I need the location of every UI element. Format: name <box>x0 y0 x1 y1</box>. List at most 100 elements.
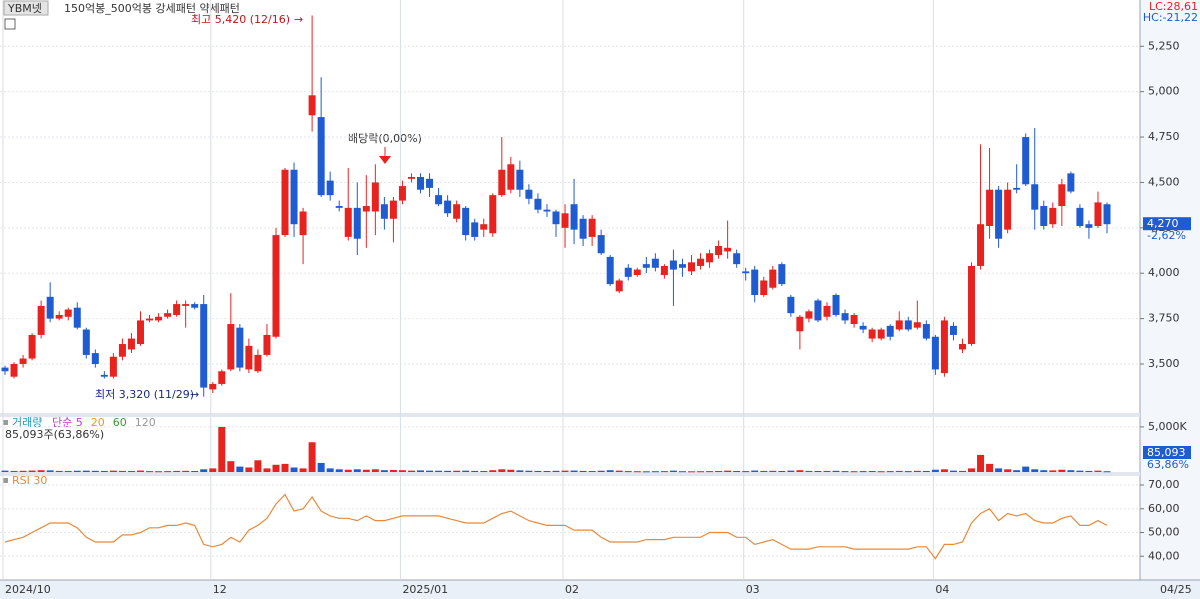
candle-body <box>389 200 397 219</box>
candle-body <box>290 169 298 225</box>
panel-separator <box>0 413 1140 417</box>
candle-body <box>155 316 163 321</box>
candle-body <box>146 318 154 321</box>
candle-body <box>191 304 199 308</box>
candle-body <box>109 356 117 377</box>
volume-bar <box>480 471 488 473</box>
volume-bar <box>245 467 253 472</box>
hc-label: HC:-21,22 <box>1143 11 1198 24</box>
candle-body <box>380 204 388 219</box>
candle-body <box>453 204 461 219</box>
ticker-box[interactable] <box>3 0 49 16</box>
candle-body <box>968 265 976 345</box>
volume-bar <box>426 470 434 472</box>
candle-body <box>209 383 217 390</box>
ma-legend: 60 <box>113 416 127 429</box>
candle-body <box>940 320 948 374</box>
candle-body <box>931 336 939 370</box>
candle-body <box>633 269 641 276</box>
candle-body <box>651 258 659 268</box>
volume-bar <box>841 471 849 473</box>
candle-body <box>218 371 226 384</box>
volume-bar <box>299 468 307 472</box>
volume-bar <box>660 471 668 473</box>
x-tick-label: 2024/10 <box>5 583 51 596</box>
candle-body <box>760 280 768 295</box>
candle-body <box>597 235 605 254</box>
volume-bar <box>173 470 181 472</box>
volume-bar <box>633 471 641 473</box>
candle-body <box>904 320 912 330</box>
volume-bar <box>706 471 714 473</box>
candle-body <box>642 264 650 268</box>
candle-body <box>398 186 406 201</box>
ticker[interactable]: YBM넷 <box>7 2 42 15</box>
panel-icon <box>3 420 8 425</box>
candle-body <box>173 304 181 315</box>
volume-bar <box>949 470 957 472</box>
volume-bar <box>687 471 695 473</box>
candle-body <box>371 182 379 212</box>
low-note: 최저 3,320 (11/29) <box>95 388 194 401</box>
volume-bar <box>904 471 912 473</box>
volume-bar <box>407 470 415 472</box>
candle-body <box>471 222 479 237</box>
candle-body <box>895 320 903 330</box>
candle-body <box>516 169 524 190</box>
y-tick-label: 3,500 <box>1148 357 1180 370</box>
candle-body <box>1040 206 1048 227</box>
volume-last-ratio: 63,86% <box>1147 458 1189 471</box>
volume-bar <box>55 470 63 472</box>
y-tick-label: 5,000K <box>1148 420 1187 433</box>
candle-body <box>1058 184 1066 207</box>
candle-body <box>127 338 135 350</box>
volume-bar <box>931 469 939 472</box>
y-tick-label: 60,00 <box>1148 502 1180 515</box>
candle-body <box>344 207 352 237</box>
volume-bar <box>317 462 325 472</box>
volume-bar <box>127 471 135 473</box>
candle-body <box>796 316 804 332</box>
candle-body <box>841 313 849 321</box>
volume-bar <box>1103 471 1111 473</box>
volume-bar <box>733 471 741 473</box>
candle-body <box>778 264 786 285</box>
candle-body <box>615 280 623 292</box>
volume-bar <box>823 470 831 472</box>
volume-bar <box>606 470 614 472</box>
candle-body <box>1022 137 1030 185</box>
volume-bar <box>697 471 705 473</box>
volume-bar <box>380 470 388 472</box>
candle-body <box>353 207 361 239</box>
candle-body <box>489 195 497 234</box>
candle-body <box>1031 184 1039 210</box>
volume-bar <box>678 471 686 473</box>
table-icon[interactable] <box>4 18 16 30</box>
candle-body <box>55 314 63 319</box>
candle-body <box>407 177 415 179</box>
candle-body <box>823 305 831 317</box>
volume-bar <box>525 470 533 472</box>
volume-bar <box>498 469 506 472</box>
candle-body <box>362 206 370 212</box>
volume-bar <box>200 469 208 472</box>
volume-bar <box>796 470 804 472</box>
volume-bar <box>254 460 262 472</box>
candle-body <box>995 189 1003 239</box>
volume-bar <box>1013 470 1021 472</box>
lc-label: LC:28,61 <box>1149 0 1198 13</box>
candle-body <box>444 200 452 214</box>
volume-bar <box>1031 469 1039 472</box>
volume-bar <box>281 463 289 472</box>
candle-body <box>1004 189 1012 230</box>
candle-body <box>1049 207 1057 225</box>
volume-bar <box>986 463 994 472</box>
volume-bar <box>570 470 578 472</box>
candle-body <box>28 334 36 359</box>
candle-body <box>19 358 27 364</box>
candle-body <box>660 265 668 276</box>
volume-bar <box>516 470 524 472</box>
candle-body <box>417 177 425 190</box>
candle-body <box>588 218 596 237</box>
ma-legend: 120 <box>135 416 156 429</box>
